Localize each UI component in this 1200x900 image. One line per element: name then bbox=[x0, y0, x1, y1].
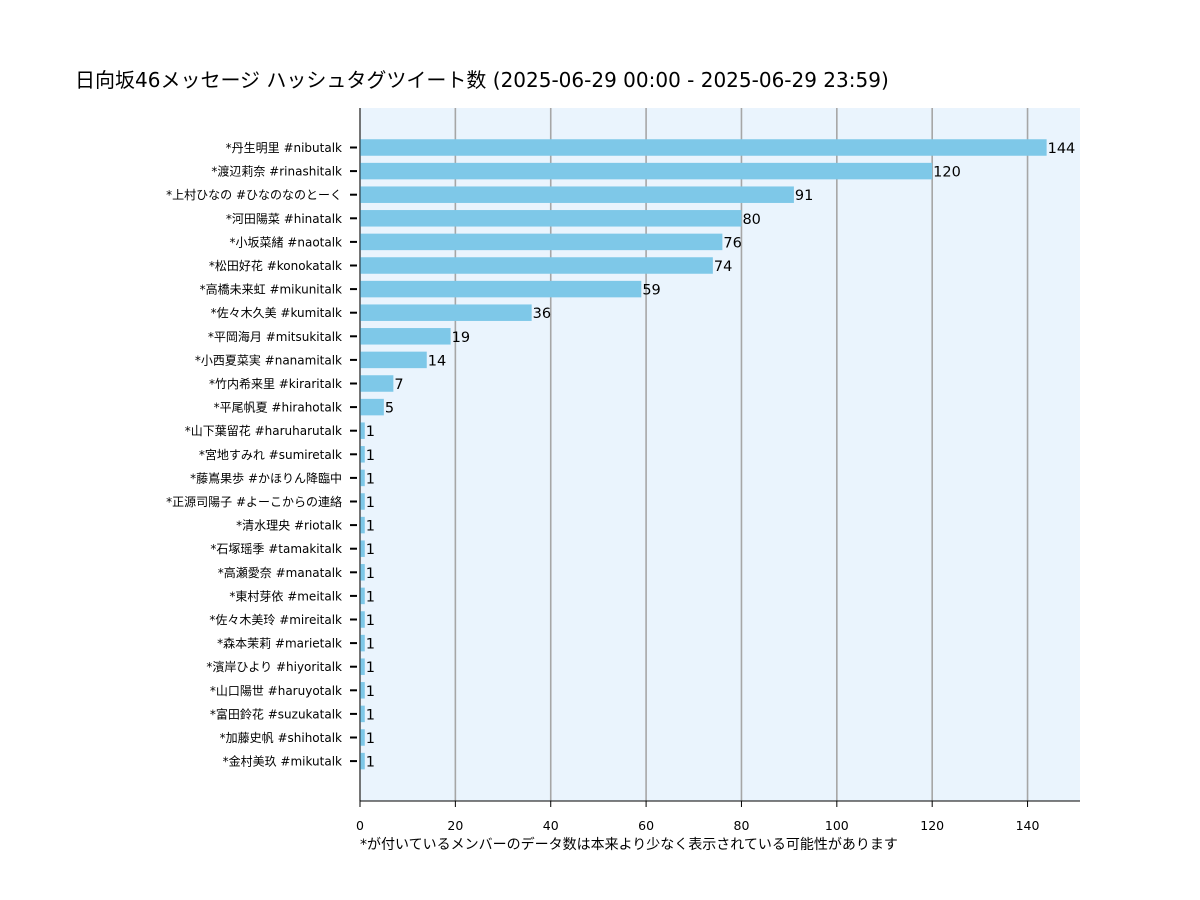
data-label-0: 144 bbox=[1048, 141, 1076, 157]
y-tick-label-26: *金村美玖 #mikutalk bbox=[223, 754, 342, 769]
x-tick-label-20: 20 bbox=[447, 818, 463, 833]
bar-24 bbox=[360, 705, 365, 723]
bar-7 bbox=[360, 304, 532, 321]
y-tick-label-20: *佐々木美玲 #mireitalk bbox=[209, 613, 342, 627]
y-tick-label-8: *平岡海月 #mitsukitalk bbox=[208, 329, 342, 344]
y-tick-label-17: *石塚瑶季 #tamakitalk bbox=[210, 542, 342, 556]
chart-note: *が付いているメンバーのデータ数は本来より少なく表示されている可能性があります bbox=[360, 836, 898, 853]
data-label-26: 1 bbox=[366, 755, 375, 771]
y-tick-label-4: *小坂菜緒 #naotalk bbox=[229, 234, 342, 249]
bar-5 bbox=[360, 257, 713, 274]
y-tick-label-10: *竹内希来里 #kiraritalk bbox=[209, 376, 342, 391]
y-tick-label-0: *丹生明里 #nibutalk bbox=[226, 141, 342, 155]
y-tick-label-24: *富田鈴花 #suzukatalk bbox=[210, 706, 342, 721]
bar-21 bbox=[360, 634, 365, 652]
chart-title: 日向坂46メッセージ ハッシュタグツイート数 (2025-06-29 00:00… bbox=[75, 68, 889, 92]
y-tick-label-3: *河田陽菜 #hinatalk bbox=[226, 212, 342, 226]
y-tick-label-9: *小西夏菜実 #nanamitalk bbox=[195, 352, 342, 367]
data-label-7: 36 bbox=[533, 306, 551, 322]
y-tick-label-15: *正源司陽子 #よーこからの連絡 bbox=[166, 494, 342, 509]
data-label-12: 1 bbox=[366, 424, 375, 440]
data-label-10: 7 bbox=[394, 377, 403, 393]
data-label-17: 1 bbox=[366, 542, 375, 558]
y-tick-label-18: *高瀬愛奈 #manatalk bbox=[218, 565, 342, 580]
data-label-24: 1 bbox=[366, 707, 375, 723]
bar-16 bbox=[360, 516, 365, 534]
data-label-2: 91 bbox=[795, 188, 813, 204]
bar-11 bbox=[360, 398, 384, 416]
y-tick-label-13: *宮地すみれ #sumiretalk bbox=[199, 447, 342, 462]
x-tick-label-120: 120 bbox=[920, 818, 944, 833]
bar-10 bbox=[360, 375, 394, 392]
y-tick-label-14: *藤嶌果歩 #かほりん降臨中 bbox=[190, 470, 342, 485]
data-label-14: 1 bbox=[366, 471, 375, 487]
data-label-23: 1 bbox=[366, 684, 375, 700]
x-tick-label-140: 140 bbox=[1016, 818, 1040, 833]
bar-4 bbox=[360, 233, 723, 251]
y-tick-label-12: *山下葉留花 #haruharutalk bbox=[185, 423, 342, 438]
data-label-9: 14 bbox=[428, 353, 446, 369]
data-label-11: 5 bbox=[385, 401, 394, 417]
bar-22 bbox=[360, 658, 365, 675]
y-tick-label-16: *清水理央 #riotalk bbox=[236, 519, 342, 533]
data-label-8: 19 bbox=[452, 330, 470, 346]
data-label-1: 120 bbox=[933, 165, 961, 181]
y-tick-label-22: *濱岸ひより #hiyoritalk bbox=[206, 660, 342, 674]
y-axis-labels: *丹生明里 #nibutalk *渡辺莉奈 #rinashitalk *上村ひなの … bbox=[166, 141, 357, 769]
bar-8 bbox=[360, 328, 451, 345]
data-label-16: 1 bbox=[366, 519, 375, 535]
bar-1 bbox=[360, 162, 933, 180]
bar-14 bbox=[360, 469, 365, 487]
y-tick-label-21: *森本茉莉 #marietalk bbox=[217, 636, 342, 651]
bar-19 bbox=[360, 587, 365, 605]
bar-26 bbox=[360, 752, 365, 770]
x-axis: 0 20 40 60 80 100 120 140 bbox=[356, 108, 1080, 833]
data-label-6: 59 bbox=[642, 283, 660, 299]
x-tick-label-60: 60 bbox=[638, 818, 654, 833]
data-label-21: 1 bbox=[366, 637, 375, 653]
bar-9 bbox=[360, 351, 427, 369]
bar-12 bbox=[360, 422, 365, 439]
x-tick-label-80: 80 bbox=[734, 818, 750, 833]
data-label-3: 80 bbox=[742, 212, 760, 228]
bar-15 bbox=[360, 493, 365, 510]
y-tick-label-11: *平尾帆夏 #hirahotalk bbox=[214, 400, 342, 415]
data-label-13: 1 bbox=[366, 448, 375, 464]
bar-2 bbox=[360, 186, 794, 203]
bar-20 bbox=[360, 611, 365, 628]
data-label-18: 1 bbox=[366, 566, 375, 582]
bar-13 bbox=[360, 446, 365, 463]
data-label-22: 1 bbox=[366, 660, 375, 676]
x-tick-label-100: 100 bbox=[825, 818, 849, 833]
bar-6 bbox=[360, 280, 642, 298]
y-tick-label-25: *加藤史帆 #shihotalk bbox=[220, 730, 342, 745]
y-tick-label-5: *松田好花 #konokatalk bbox=[209, 258, 342, 273]
bar-17 bbox=[360, 540, 365, 557]
data-label-25: 1 bbox=[366, 731, 375, 747]
data-label-4: 76 bbox=[723, 235, 741, 251]
y-tick-label-2: *上村ひなの #ひなのなのとーく bbox=[166, 188, 342, 202]
bar-23 bbox=[360, 682, 365, 699]
y-tick-label-7: *佐々木久美 #kumitalk bbox=[211, 306, 342, 320]
data-label-5: 74 bbox=[714, 259, 732, 275]
y-tick-label-6: *高橋未来虹 #mikunitalk bbox=[200, 282, 342, 297]
y-tick-label-1: *渡辺莉奈 #rinashitalk bbox=[211, 164, 342, 179]
bar-0 bbox=[360, 139, 1047, 156]
bar-18 bbox=[360, 564, 365, 581]
y-tick-label-19: *東村芽依 #meitalk bbox=[229, 588, 342, 603]
x-tick-label-0: 0 bbox=[356, 818, 364, 833]
data-label-20: 1 bbox=[366, 613, 375, 629]
bar-25 bbox=[360, 729, 365, 746]
data-label-19: 1 bbox=[366, 589, 375, 605]
x-tick-label-40: 40 bbox=[543, 818, 559, 833]
y-tick-label-23: *山口陽世 #haruyotalk bbox=[210, 684, 342, 698]
data-label-15: 1 bbox=[366, 495, 375, 511]
bar-3 bbox=[360, 210, 742, 227]
